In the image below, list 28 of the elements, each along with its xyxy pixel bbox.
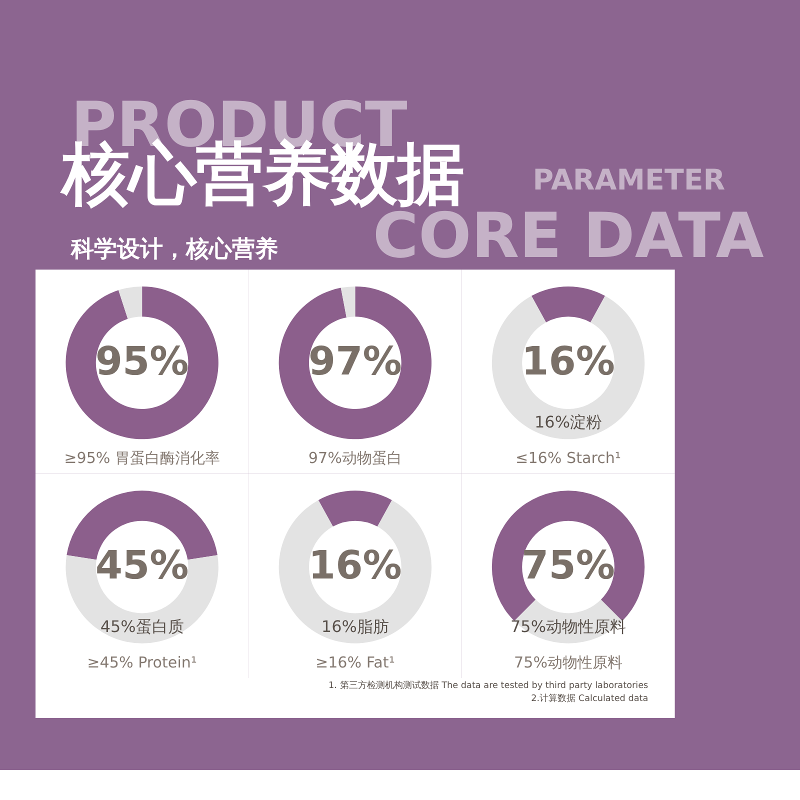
data-label: 75% [522, 544, 615, 589]
text: ≥16% Fat¹ [315, 653, 395, 672]
donut-slice [278, 286, 432, 440]
donut-slice [118, 286, 142, 319]
data-label: 95% [95, 339, 189, 384]
text: 16%淀粉 [534, 412, 602, 432]
data-label: 45% [95, 544, 189, 589]
donut-slice [531, 286, 606, 322]
text: 1. 第三方检测机构测试数据 The data are tested by third party laboratories [328, 680, 649, 691]
text: 科学设计，核心营养 [70, 235, 278, 262]
donut-slice [278, 500, 432, 644]
text: 2.计算数据 Calculated data [531, 693, 648, 704]
text: ≥95% 胃蛋白酶消化率 [64, 449, 220, 468]
text: PARAMETER [532, 164, 726, 197]
data-label: 97% [308, 339, 402, 384]
data-label: 16% [308, 544, 402, 589]
text: 45%蛋白质 [100, 616, 184, 636]
text: ≤16% Starch¹ [516, 449, 621, 468]
donut-slice [340, 286, 356, 318]
donut-slice [66, 286, 218, 440]
text: 75%动物性原料 [510, 616, 626, 636]
text: 16%脂肪 [321, 616, 389, 636]
text: 75%动物性原料 [514, 653, 623, 672]
donut-slice [492, 296, 645, 440]
text: 97%动物蛋白 [308, 449, 402, 468]
text: ≥45% Protein¹ [87, 653, 197, 672]
donut-slice [318, 490, 392, 527]
data-label: 16% [522, 339, 615, 384]
